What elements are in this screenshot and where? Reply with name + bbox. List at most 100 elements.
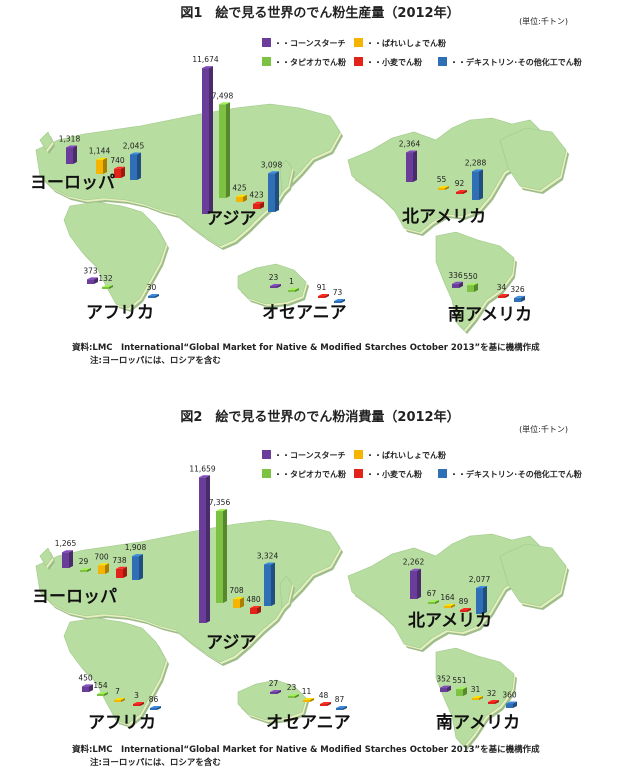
value-label-south_america-tapioca: 551 xyxy=(452,676,467,685)
value-label-south_america-dextrin: 326 xyxy=(510,285,525,294)
bar-oceania-tapioca: 1 xyxy=(288,277,299,292)
africa-land xyxy=(63,617,169,728)
value-label-oceania-dextrin: 87 xyxy=(335,695,345,704)
value-label-north_america-wheat: 92 xyxy=(455,179,465,188)
region-label-africa: アフリカ xyxy=(86,303,154,323)
value-label-asia-dextrin: 3,324 xyxy=(257,551,279,560)
bar-north_america-potato: 164 xyxy=(440,593,455,608)
eurasia-land xyxy=(35,519,343,666)
bar-europe-dextrin: 2,045 xyxy=(123,141,145,180)
bar-north_america-tapioca: 67 xyxy=(427,589,439,604)
bar-europe-potato: 1,144 xyxy=(89,147,111,174)
value-label-oceania-corn: 23 xyxy=(269,273,279,282)
bar-south_america-wheat: 34 xyxy=(497,283,509,298)
bar-oceania-tapioca: 23 xyxy=(287,683,299,698)
value-label-oceania-tapioca: 23 xyxy=(287,683,297,692)
value-label-north_america-tapioca: 67 xyxy=(427,589,437,598)
bar-south_america-corn: 336 xyxy=(448,271,463,288)
region-label-europe: ヨーロッパ xyxy=(32,587,117,607)
bar-europe-dextrin: 1,908 xyxy=(125,543,147,580)
value-label-oceania-corn: 27 xyxy=(269,679,279,688)
value-label-europe-potato: 700 xyxy=(94,552,109,561)
value-label-oceania-wheat: 48 xyxy=(319,691,329,700)
legend-swatch-corn xyxy=(262,450,271,459)
legend-swatch-wheat xyxy=(354,57,363,66)
value-label-asia-wheat: 480 xyxy=(246,595,261,604)
bar-south_america-wheat: 32 xyxy=(487,689,499,704)
legend-swatch-corn xyxy=(262,38,271,47)
value-label-north_america-corn: 2,364 xyxy=(399,139,421,148)
legend-item-potato: ・・ばれいしょでん粉 xyxy=(354,38,446,49)
note-text: 注:ヨーロッパには、ロシアを含む xyxy=(90,758,221,768)
legend-swatch-tapioca xyxy=(262,469,271,478)
bar-europe-potato: 700 xyxy=(94,552,109,574)
region-label-asia: アジア xyxy=(206,633,256,653)
value-label-europe-corn: 1,318 xyxy=(59,135,81,144)
bar-group-north_america: 2,364 55 92 2,288 xyxy=(399,139,486,200)
uk-land xyxy=(39,547,55,570)
value-label-north_america-potato: 164 xyxy=(440,593,455,602)
value-label-africa-corn: 373 xyxy=(83,266,98,275)
legend-swatch-potato xyxy=(354,38,363,47)
value-label-south_america-dextrin: 360 xyxy=(502,691,517,700)
value-label-oceania-tapioca: 1 xyxy=(289,277,294,286)
bar-africa-dextrin: 86 xyxy=(149,695,161,710)
value-label-south_america-potato: 31 xyxy=(471,685,481,694)
bar-south_america-dextrin: 360 xyxy=(502,691,517,708)
legend-item-dextrin: ・・デキストリン･その他化工でん粉 xyxy=(438,57,582,68)
bar-asia-corn: 11,674 xyxy=(192,55,219,214)
value-label-europe-potato: 1,144 xyxy=(89,147,111,156)
unit-label: (単位:千トン) xyxy=(519,17,568,26)
bar-asia-wheat: 423 xyxy=(249,191,264,209)
source-note: 資料:LMC International“Global Market for N… xyxy=(72,744,540,770)
value-label-oceania-wheat: 91 xyxy=(317,283,327,292)
region-label-oceania: オセアニア xyxy=(266,713,351,733)
bar-south_america-tapioca: 551 xyxy=(452,676,467,696)
region-label-asia: アジア xyxy=(206,209,256,229)
value-label-africa-dextrin: 86 xyxy=(149,695,159,704)
bar-group-africa: 450 7 154 3 86 xyxy=(78,673,161,710)
value-label-europe-dextrin: 2,045 xyxy=(123,141,145,150)
bar-europe-corn: 1,265 xyxy=(55,539,77,568)
bar-south_america-dextrin: 326 xyxy=(510,285,525,302)
bar-north_america-dextrin: 2,077 xyxy=(469,575,491,614)
bar-south_america-corn: 352 xyxy=(436,675,451,692)
value-label-africa-wheat: 3 xyxy=(134,691,139,700)
value-label-asia-potato: 425 xyxy=(232,184,247,193)
value-label-africa-tapioca: 154 xyxy=(93,681,108,690)
bar-asia-dextrin: 3,098 xyxy=(261,160,282,212)
figure-title: 図1 絵で見る世界のでん粉生産量（2012年） xyxy=(180,6,460,21)
bar-asia-potato: 425 xyxy=(232,184,247,202)
value-label-south_america-corn: 352 xyxy=(436,675,451,684)
greenland-land xyxy=(499,127,569,194)
value-label-north_america-corn: 2,262 xyxy=(403,558,425,567)
value-label-asia-corn: 11,659 xyxy=(189,464,215,473)
bar-europe-tapioca: 29 xyxy=(79,557,91,572)
region-label-europe: ヨーロッパ xyxy=(30,173,115,193)
value-label-north_america-dextrin: 2,077 xyxy=(469,575,491,584)
value-label-north_america-wheat: 89 xyxy=(459,597,469,606)
legend-item-corn: ・・コーンスターチ xyxy=(262,450,345,461)
region-label-north_america: 北アメリカ xyxy=(408,611,492,631)
bar-asia-tapioca: 7,498 xyxy=(212,91,233,198)
bar-africa-corn: 450 xyxy=(78,673,93,692)
bar-europe-wheat: 738 xyxy=(112,556,127,578)
value-label-europe-tapioca: 29 xyxy=(79,557,89,566)
value-label-south_america-wheat: 34 xyxy=(497,283,507,292)
region-label-south_america: 南アメリカ xyxy=(436,712,520,733)
bar-asia-potato: 708 xyxy=(229,586,244,608)
value-label-south_america-wheat: 32 xyxy=(487,689,497,698)
bar-north_america-corn: 2,262 xyxy=(403,558,425,599)
source-text: 資料:LMC International“Global Market for N… xyxy=(72,745,540,755)
bar-group-oceania: 27 11 23 48 87 xyxy=(269,679,347,710)
value-label-europe-dextrin: 1,908 xyxy=(125,543,147,552)
bar-africa-dextrin: 30 xyxy=(147,283,159,298)
continents xyxy=(35,103,569,334)
value-label-asia-wheat: 423 xyxy=(249,191,264,200)
legend-item-potato: ・・ばれいしょでん粉 xyxy=(354,450,446,461)
north-america-land xyxy=(347,533,549,652)
value-label-europe-corn: 1,265 xyxy=(55,539,77,548)
